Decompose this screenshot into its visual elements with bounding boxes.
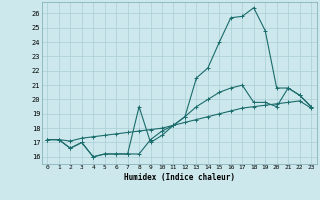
X-axis label: Humidex (Indice chaleur): Humidex (Indice chaleur) (124, 173, 235, 182)
